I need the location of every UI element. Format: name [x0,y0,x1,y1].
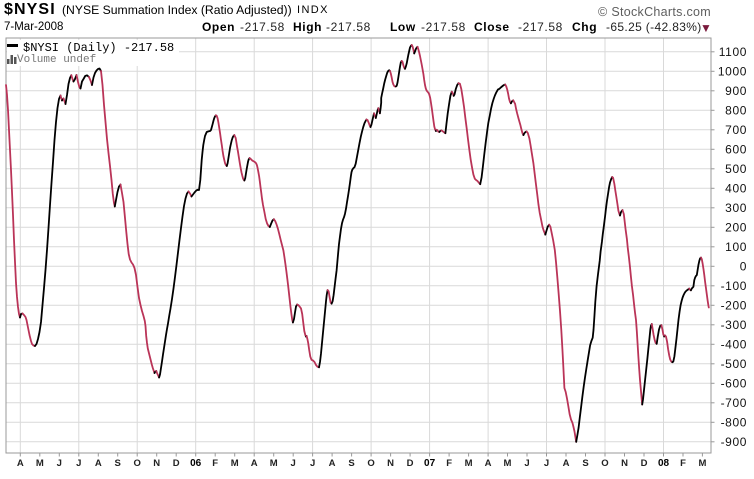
svg-text:A: A [329,458,336,469]
svg-text:D: D [641,458,648,469]
svg-text:700: 700 [725,123,747,137]
svg-text:A: A [17,458,24,469]
svg-text:N: N [153,458,160,469]
svg-text:800: 800 [725,104,747,118]
svg-text:O: O [134,458,141,469]
svg-text:S: S [582,458,588,469]
svg-text:-500: -500 [721,357,747,371]
svg-text:900: 900 [725,84,747,98]
svg-text:D: D [173,458,180,469]
svg-text:-800: -800 [721,416,747,430]
svg-text:-600: -600 [721,377,747,391]
svg-text:F: F [212,458,218,469]
svg-text:1100: 1100 [719,45,747,59]
svg-text:A: A [95,458,102,469]
svg-text:M: M [698,458,706,469]
svg-text:M: M [504,458,512,469]
svg-text:08: 08 [658,458,670,469]
svg-text:400: 400 [725,182,747,196]
svg-text:N: N [387,458,394,469]
svg-text:100: 100 [725,240,747,254]
svg-text:M: M [231,458,239,469]
svg-text:S: S [115,458,121,469]
svg-text:O: O [601,458,608,469]
svg-text:A: A [485,458,492,469]
svg-text:-200: -200 [721,299,747,313]
svg-text:0: 0 [740,260,747,274]
svg-text:300: 300 [725,201,747,215]
svg-text:500: 500 [725,162,747,176]
svg-text:J: J [76,458,81,469]
svg-text:07: 07 [424,458,436,469]
svg-text:-100: -100 [721,279,747,293]
svg-text:-400: -400 [721,338,747,352]
svg-text:-300: -300 [721,318,747,332]
svg-text:S: S [348,458,354,469]
svg-text:1000: 1000 [718,65,747,79]
svg-text:J: J [524,458,529,469]
svg-text:A: A [563,458,570,469]
svg-text:D: D [407,458,414,469]
svg-text:-700: -700 [721,396,747,410]
svg-text:A: A [251,458,258,469]
svg-text:J: J [291,458,296,469]
svg-text:200: 200 [725,221,747,235]
svg-text:06: 06 [190,458,202,469]
svg-text:J: J [57,458,62,469]
svg-text:J: J [544,458,549,469]
svg-text:-900: -900 [721,435,747,449]
svg-text:N: N [621,458,628,469]
svg-text:J: J [310,458,315,469]
svg-text:F: F [680,458,686,469]
svg-text:M: M [36,458,44,469]
svg-text:600: 600 [725,143,747,157]
svg-text:F: F [446,458,452,469]
svg-text:O: O [367,458,374,469]
svg-text:M: M [465,458,473,469]
svg-text:M: M [270,458,278,469]
